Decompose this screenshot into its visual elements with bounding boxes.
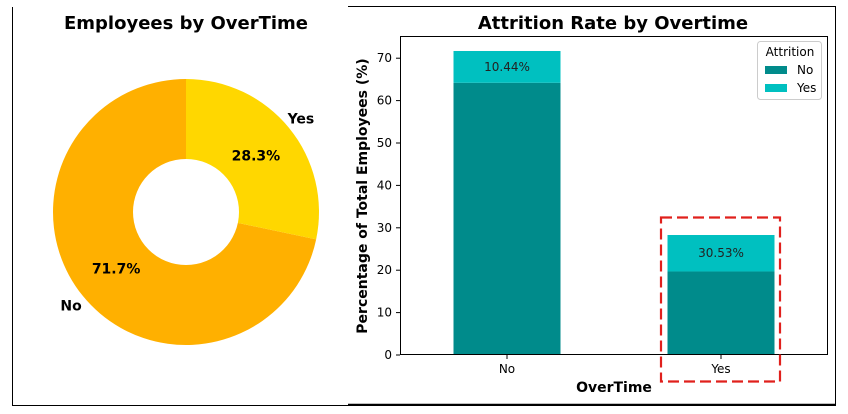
legend-swatch-no bbox=[765, 66, 787, 74]
y-axis-ticks: 0 10 20 30 40 50 60 70 bbox=[377, 51, 400, 362]
bar-label-yes: 30.53% bbox=[698, 246, 744, 260]
bar-stacks bbox=[453, 50, 775, 356]
bar-segment-yes-no bbox=[667, 271, 775, 355]
legend-title: Attrition bbox=[766, 45, 815, 59]
bar-chart-title: Attrition Rate by Overtime bbox=[478, 13, 748, 34]
x-axis-label: OverTime bbox=[576, 380, 652, 396]
bar-segment-no-yes bbox=[453, 50, 561, 83]
y-tick-label: 30 bbox=[377, 221, 392, 235]
slice-category-label-yes: Yes bbox=[287, 112, 315, 128]
bar-segment-no-no bbox=[453, 82, 561, 356]
bar-segment-yes-yes bbox=[667, 235, 775, 272]
bar-label-no: 10.44% bbox=[484, 60, 530, 74]
x-tick-label-yes: Yes bbox=[710, 362, 730, 376]
legend: Attrition No Yes bbox=[757, 41, 822, 100]
slice-value-label-yes: 28.3% bbox=[232, 148, 281, 164]
y-tick-label: 10 bbox=[377, 306, 392, 320]
y-tick-label: 0 bbox=[384, 348, 392, 362]
legend-swatch-yes bbox=[765, 84, 787, 92]
y-tick-label: 40 bbox=[377, 178, 392, 192]
donut-chart-title: Employees by OverTime bbox=[64, 13, 308, 34]
y-tick-label: 50 bbox=[377, 136, 392, 150]
bar-chart-panel: Attrition Rate by Overtime 0 10 20 30 40 50 60… bbox=[355, 13, 828, 396]
y-tick-label: 60 bbox=[377, 94, 392, 108]
plot-area-border bbox=[400, 36, 828, 355]
y-tick-label: 20 bbox=[377, 263, 392, 277]
slice-value-label-no: 71.7% bbox=[92, 262, 141, 278]
frame-borders bbox=[12, 6, 836, 406]
donut-hole bbox=[133, 159, 239, 265]
highlight-box-yes bbox=[659, 216, 782, 383]
y-tick-label: 70 bbox=[377, 51, 392, 65]
donut-chart-panel: Employees by OverTime No Yes 71.7% 28.3% bbox=[52, 13, 319, 346]
legend-label-no: No bbox=[797, 63, 813, 77]
y-axis-label: Percentage of Total Employees (%) bbox=[355, 58, 371, 333]
x-tick-label-no: No bbox=[499, 362, 515, 376]
slice-category-label-no: No bbox=[60, 298, 82, 314]
legend-label-yes: Yes bbox=[796, 81, 816, 95]
